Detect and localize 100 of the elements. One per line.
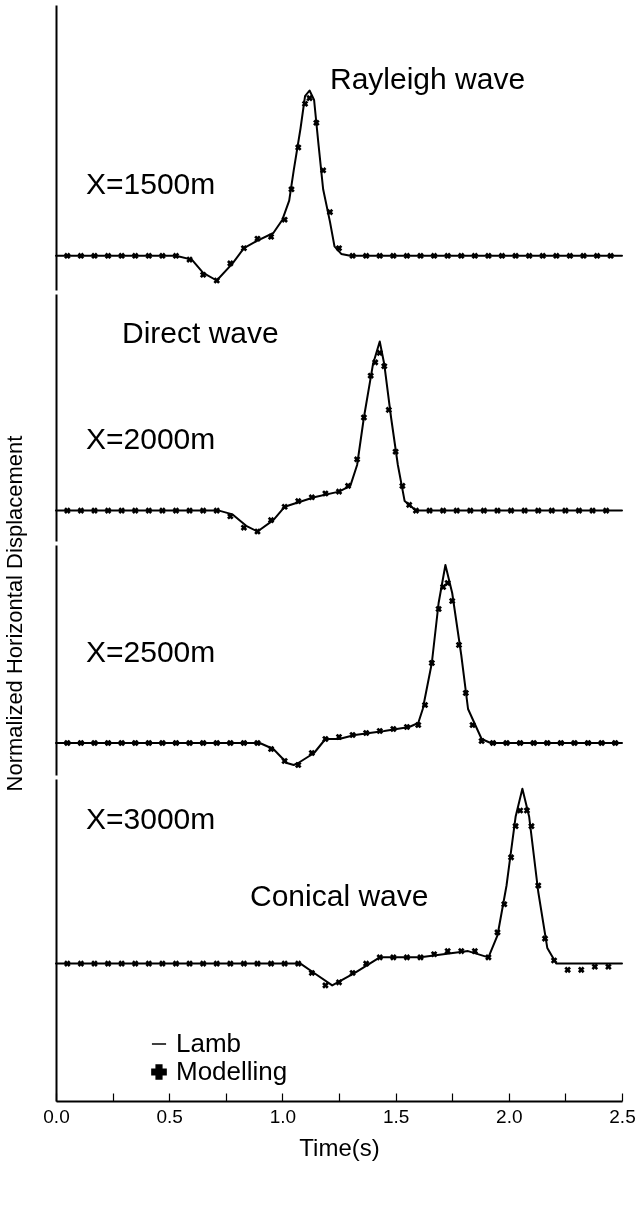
point [306, 94, 313, 102]
point [390, 252, 397, 260]
point [64, 507, 71, 514]
point [186, 739, 193, 747]
point [322, 735, 329, 743]
point [435, 605, 442, 613]
point [543, 739, 551, 747]
point [457, 947, 465, 955]
point [199, 271, 207, 279]
point [360, 414, 368, 421]
point [335, 244, 343, 252]
point [414, 721, 422, 729]
x-tick-label: 1.5 [382, 1105, 410, 1127]
point [550, 957, 558, 964]
point [471, 947, 479, 955]
point [605, 963, 612, 971]
point [308, 969, 316, 977]
point [64, 960, 71, 967]
point [281, 216, 288, 224]
point [64, 739, 71, 747]
point [77, 252, 85, 260]
point [104, 960, 112, 967]
point [602, 507, 610, 514]
point [525, 252, 533, 260]
point [466, 507, 474, 514]
point [308, 493, 316, 501]
point [523, 807, 531, 814]
point [430, 252, 438, 260]
point [344, 482, 352, 490]
x-tick-label: 0.5 [156, 1105, 183, 1127]
point [534, 882, 542, 889]
point [91, 252, 98, 260]
point [485, 252, 492, 260]
point [478, 737, 485, 745]
point [353, 455, 361, 463]
point [557, 739, 565, 747]
point [313, 119, 320, 127]
point [131, 252, 139, 260]
point [512, 822, 519, 830]
point [267, 960, 275, 967]
point [539, 252, 547, 260]
point [131, 960, 139, 967]
annotation: X=1500m [86, 167, 216, 200]
point [462, 689, 470, 697]
point [593, 252, 601, 260]
point [516, 807, 524, 814]
point [227, 960, 234, 967]
point [607, 252, 614, 260]
point [528, 822, 535, 830]
point [308, 749, 316, 757]
point [494, 929, 501, 936]
point [254, 739, 261, 747]
point [301, 100, 309, 108]
point [319, 166, 327, 174]
point [118, 739, 125, 747]
point [598, 739, 605, 747]
point [145, 739, 153, 747]
point [199, 739, 207, 747]
point [390, 954, 397, 961]
point [580, 252, 587, 260]
point [349, 252, 356, 260]
annotation: X=2500m [86, 635, 216, 668]
point [254, 235, 261, 243]
point [444, 579, 451, 587]
point [240, 524, 248, 532]
point [412, 507, 420, 514]
point [281, 503, 288, 511]
point [376, 252, 384, 260]
point [367, 372, 375, 380]
annotation: X=2000m [86, 422, 216, 455]
point [405, 501, 413, 509]
point [371, 359, 379, 366]
point [444, 947, 451, 955]
point [349, 731, 356, 739]
point [430, 950, 438, 958]
point [575, 507, 583, 514]
x-tick-label: 1.0 [269, 1105, 297, 1127]
x-tick-label: 2.0 [496, 1105, 523, 1127]
point [453, 507, 461, 514]
point [227, 739, 234, 747]
point [480, 507, 488, 514]
point [240, 244, 248, 252]
point [213, 507, 221, 514]
point [485, 954, 492, 961]
point [213, 960, 221, 967]
point [199, 960, 207, 967]
point [172, 252, 180, 260]
point [500, 900, 508, 908]
point [131, 507, 139, 514]
x-axis-title: Time(s) [299, 1133, 380, 1161]
point [571, 739, 578, 747]
point [591, 963, 599, 971]
point [507, 854, 515, 861]
annotation: Direct wave [122, 316, 279, 349]
point [294, 144, 302, 151]
point [227, 512, 234, 520]
point [457, 252, 465, 260]
point [267, 516, 275, 524]
legend-label: Lamb [176, 1028, 242, 1058]
point [77, 507, 85, 514]
